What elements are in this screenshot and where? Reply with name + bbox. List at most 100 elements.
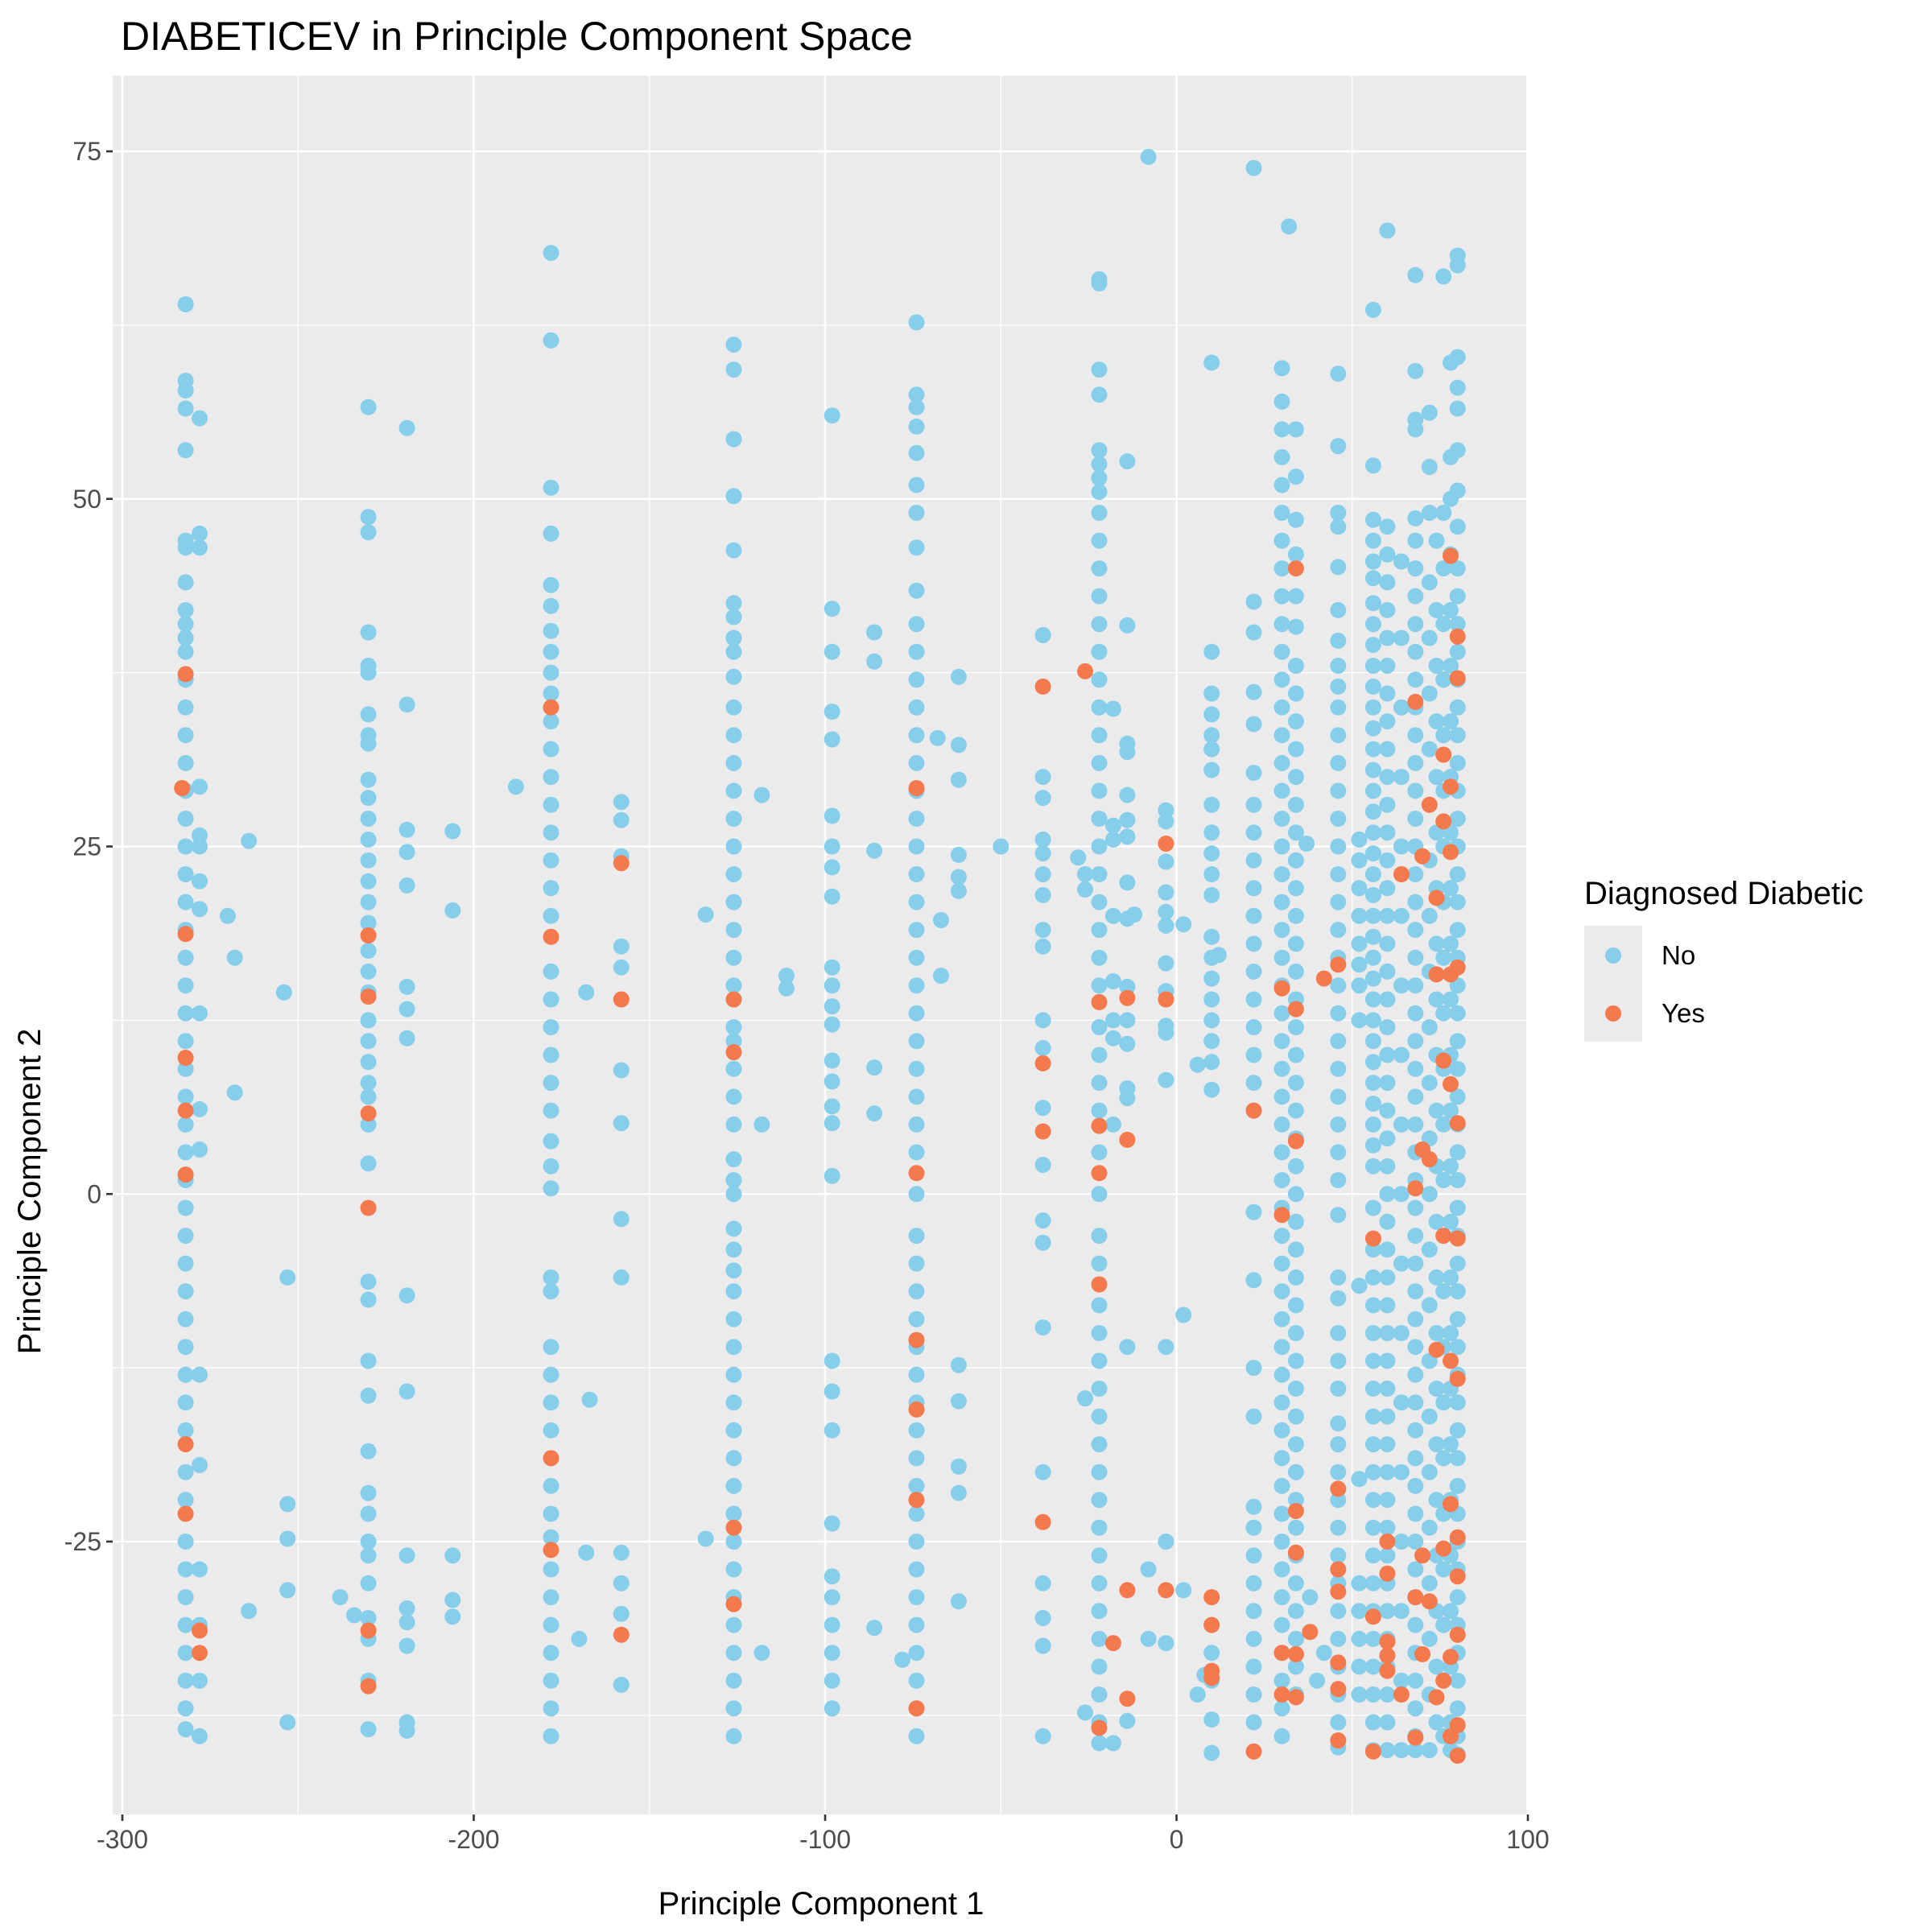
data-point-no bbox=[950, 1593, 967, 1610]
data-point-no bbox=[543, 1589, 559, 1606]
data-point-no bbox=[578, 984, 595, 1001]
data-point-no bbox=[908, 1645, 925, 1662]
data-point-no bbox=[1140, 1561, 1157, 1578]
data-point-no bbox=[824, 1352, 840, 1369]
data-point-yes bbox=[1449, 1748, 1466, 1764]
data-point-no bbox=[1330, 1269, 1347, 1286]
data-point-yes bbox=[1407, 1180, 1424, 1197]
data-point-no bbox=[1077, 1390, 1093, 1407]
data-point-no bbox=[1330, 365, 1347, 382]
legend-key-no bbox=[1605, 947, 1621, 964]
data-point-yes bbox=[1287, 560, 1304, 577]
data-point-no bbox=[360, 1575, 377, 1591]
data-point-no bbox=[177, 754, 194, 771]
data-point-yes bbox=[908, 1165, 925, 1182]
data-point-no bbox=[725, 1477, 742, 1494]
data-point-no bbox=[360, 524, 377, 541]
x-tick-label: -200 bbox=[448, 1825, 499, 1854]
data-point-no bbox=[1287, 1325, 1304, 1341]
data-point-yes bbox=[1330, 1654, 1347, 1671]
data-point-no bbox=[1287, 963, 1304, 980]
y-tick-label: 50 bbox=[72, 485, 101, 514]
data-point-no bbox=[1091, 1325, 1108, 1341]
data-point-no bbox=[725, 1019, 742, 1035]
data-point-no bbox=[866, 653, 883, 670]
data-point-yes bbox=[1245, 1102, 1262, 1119]
data-point-yes bbox=[177, 1166, 194, 1183]
data-point-no bbox=[1104, 907, 1121, 924]
data-point-no bbox=[1364, 301, 1381, 318]
data-point-no bbox=[908, 398, 925, 415]
data-point-no bbox=[1287, 1658, 1304, 1675]
data-point-no bbox=[1364, 678, 1381, 695]
data-point-no bbox=[1287, 658, 1304, 674]
data-point-yes bbox=[1449, 1370, 1466, 1387]
data-point-no bbox=[1364, 1241, 1381, 1258]
data-point-no bbox=[192, 901, 208, 918]
data-point-yes bbox=[1119, 989, 1136, 1006]
data-point-no bbox=[908, 1088, 925, 1105]
data-point-no bbox=[543, 1561, 559, 1578]
data-point-no bbox=[1274, 1672, 1290, 1689]
data-point-no bbox=[1379, 658, 1396, 674]
data-point-no bbox=[1449, 1088, 1466, 1105]
data-point-yes bbox=[1407, 1589, 1424, 1606]
data-point-no bbox=[543, 741, 559, 758]
data-point-yes bbox=[1449, 959, 1466, 976]
data-point-no bbox=[1287, 1352, 1304, 1369]
data-point-no bbox=[1034, 1012, 1051, 1029]
x-axis: -300 -200 -100 0 100 bbox=[97, 1814, 1550, 1854]
data-point-no bbox=[543, 852, 559, 869]
data-point-no bbox=[908, 1005, 925, 1022]
data-point-no bbox=[1034, 1610, 1051, 1626]
data-point-no bbox=[543, 963, 559, 980]
data-point-no bbox=[1274, 532, 1290, 549]
data-point-no bbox=[1274, 782, 1290, 799]
data-point-no bbox=[908, 386, 925, 403]
data-point-no bbox=[360, 664, 377, 681]
data-point-no bbox=[1449, 518, 1466, 535]
data-point-no bbox=[725, 1220, 742, 1237]
data-point-no bbox=[1449, 811, 1466, 827]
data-point-no bbox=[1158, 853, 1174, 870]
data-point-no bbox=[1407, 532, 1424, 549]
data-point-no bbox=[1091, 1255, 1108, 1272]
data-point-no bbox=[1330, 754, 1347, 771]
data-point-no bbox=[398, 821, 415, 838]
data-point-no bbox=[824, 1515, 840, 1532]
data-point-yes bbox=[1435, 1540, 1452, 1557]
data-point-no bbox=[1274, 1728, 1290, 1744]
data-point-no bbox=[613, 1115, 630, 1132]
data-point-no bbox=[725, 1116, 742, 1133]
minor-gridlines bbox=[113, 76, 1526, 1814]
data-point-no bbox=[1364, 595, 1381, 612]
data-point-no bbox=[1330, 977, 1347, 994]
data-point-no bbox=[1091, 560, 1108, 577]
data-point-yes bbox=[360, 1199, 377, 1216]
data-point-no bbox=[192, 1100, 208, 1117]
data-point-no bbox=[1330, 438, 1347, 455]
data-point-no bbox=[1330, 559, 1347, 576]
data-point-no bbox=[398, 1383, 415, 1400]
data-point-no bbox=[1364, 570, 1381, 587]
data-point-yes bbox=[1435, 746, 1452, 763]
data-point-no bbox=[1091, 1603, 1108, 1620]
data-point-no bbox=[444, 1547, 461, 1564]
data-point-no bbox=[1091, 838, 1108, 855]
data-point-no bbox=[279, 1530, 296, 1547]
data-point-no bbox=[1330, 1290, 1347, 1307]
series-yes-points bbox=[174, 547, 1466, 1764]
data-point-no bbox=[1421, 685, 1438, 702]
data-point-no bbox=[543, 622, 559, 639]
data-point-no bbox=[908, 811, 925, 827]
data-point-no bbox=[1393, 1325, 1410, 1341]
data-point-no bbox=[1034, 1039, 1051, 1056]
data-point-no bbox=[1393, 838, 1410, 855]
data-point-no bbox=[1364, 720, 1381, 737]
data-point-no bbox=[1203, 706, 1220, 723]
legend-key-background bbox=[1584, 926, 1642, 1042]
data-point-no bbox=[1034, 1575, 1051, 1591]
x-tick-label: 0 bbox=[1170, 1825, 1184, 1854]
data-point-no bbox=[177, 1033, 194, 1050]
data-point-yes bbox=[1203, 1589, 1220, 1606]
